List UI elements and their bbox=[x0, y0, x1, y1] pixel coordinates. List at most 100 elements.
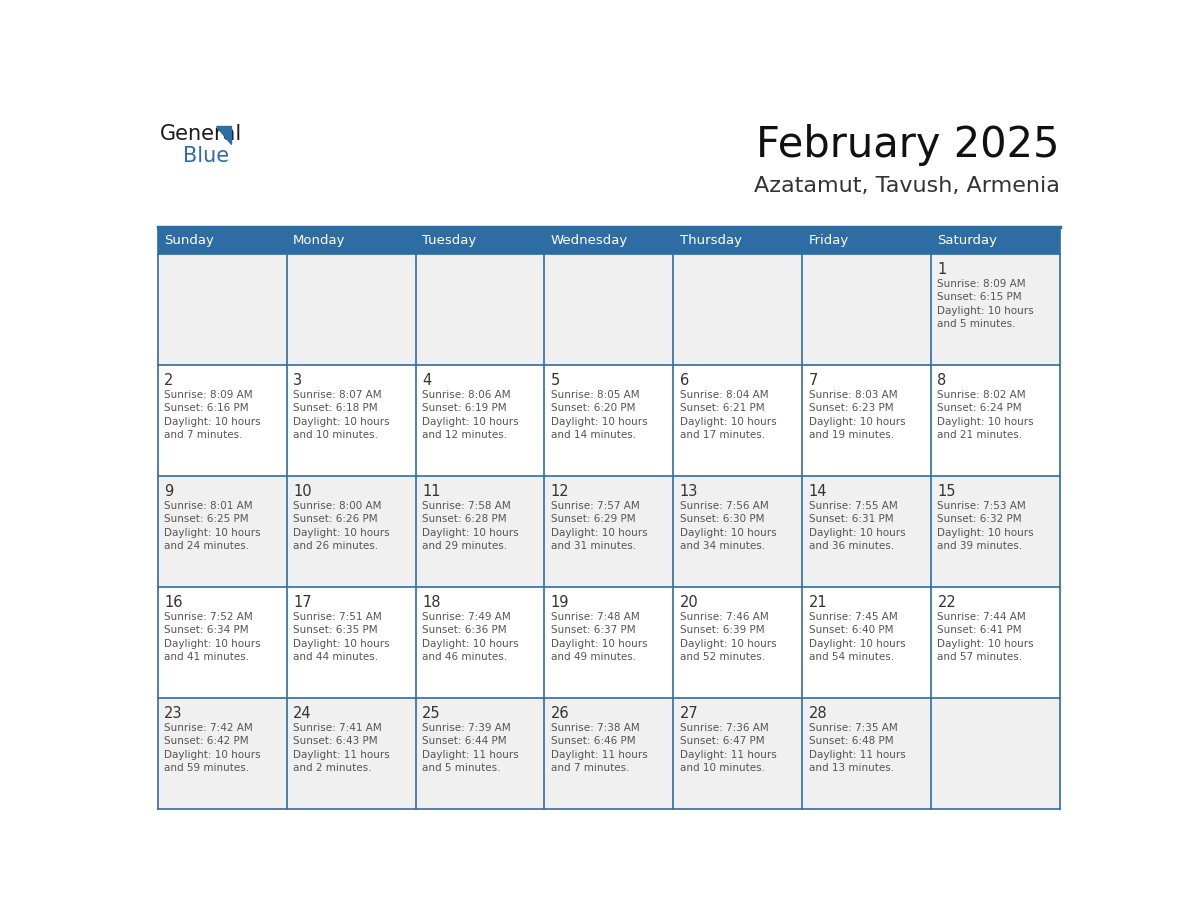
Text: and 10 minutes.: and 10 minutes. bbox=[680, 764, 765, 773]
Text: 5: 5 bbox=[551, 373, 560, 388]
Text: 7: 7 bbox=[809, 373, 819, 388]
Text: Wednesday: Wednesday bbox=[551, 234, 628, 247]
Text: Sunset: 6:44 PM: Sunset: 6:44 PM bbox=[422, 736, 506, 746]
Text: and 19 minutes.: and 19 minutes. bbox=[809, 431, 893, 441]
Text: and 5 minutes.: and 5 minutes. bbox=[937, 319, 1016, 330]
Bar bbox=[544, 227, 674, 254]
Bar bbox=[158, 254, 1060, 365]
Text: Sunrise: 7:57 AM: Sunrise: 7:57 AM bbox=[551, 501, 639, 510]
Text: Tuesday: Tuesday bbox=[422, 234, 476, 247]
Text: Sunrise: 8:03 AM: Sunrise: 8:03 AM bbox=[809, 390, 897, 400]
Text: Sunrise: 7:46 AM: Sunrise: 7:46 AM bbox=[680, 612, 769, 621]
Text: 27: 27 bbox=[680, 706, 699, 721]
Text: and 59 minutes.: and 59 minutes. bbox=[164, 764, 249, 773]
Text: Daylight: 10 hours: Daylight: 10 hours bbox=[937, 528, 1034, 538]
Text: Sunset: 6:26 PM: Sunset: 6:26 PM bbox=[293, 514, 378, 524]
Bar bbox=[158, 227, 286, 254]
Text: Sunrise: 8:04 AM: Sunrise: 8:04 AM bbox=[680, 390, 769, 400]
Text: 21: 21 bbox=[809, 595, 827, 610]
Text: 8: 8 bbox=[937, 373, 947, 388]
Text: Sunset: 6:19 PM: Sunset: 6:19 PM bbox=[422, 403, 506, 413]
Text: and 44 minutes.: and 44 minutes. bbox=[293, 653, 378, 662]
Text: Daylight: 10 hours: Daylight: 10 hours bbox=[551, 417, 647, 427]
Text: Sunset: 6:32 PM: Sunset: 6:32 PM bbox=[937, 514, 1022, 524]
Text: 2: 2 bbox=[164, 373, 173, 388]
Text: 9: 9 bbox=[164, 484, 173, 498]
Text: 18: 18 bbox=[422, 595, 441, 610]
Text: Daylight: 11 hours: Daylight: 11 hours bbox=[551, 750, 647, 760]
Text: and 39 minutes.: and 39 minutes. bbox=[937, 542, 1023, 552]
Text: Sunrise: 7:39 AM: Sunrise: 7:39 AM bbox=[422, 723, 511, 733]
Text: Sunset: 6:42 PM: Sunset: 6:42 PM bbox=[164, 736, 248, 746]
Text: Sunset: 6:30 PM: Sunset: 6:30 PM bbox=[680, 514, 764, 524]
Text: Sunset: 6:16 PM: Sunset: 6:16 PM bbox=[164, 403, 248, 413]
Text: and 46 minutes.: and 46 minutes. bbox=[422, 653, 507, 662]
Bar bbox=[158, 588, 1060, 699]
Text: and 31 minutes.: and 31 minutes. bbox=[551, 542, 636, 552]
Text: 3: 3 bbox=[293, 373, 302, 388]
Text: Sunrise: 7:52 AM: Sunrise: 7:52 AM bbox=[164, 612, 253, 621]
Text: 20: 20 bbox=[680, 595, 699, 610]
Text: and 52 minutes.: and 52 minutes. bbox=[680, 653, 765, 662]
Text: Sunrise: 8:07 AM: Sunrise: 8:07 AM bbox=[293, 390, 381, 400]
Text: February 2025: February 2025 bbox=[757, 124, 1060, 166]
Text: Sunrise: 8:09 AM: Sunrise: 8:09 AM bbox=[164, 390, 253, 400]
Text: and 36 minutes.: and 36 minutes. bbox=[809, 542, 893, 552]
Text: Daylight: 10 hours: Daylight: 10 hours bbox=[164, 639, 261, 649]
Text: Sunrise: 7:38 AM: Sunrise: 7:38 AM bbox=[551, 723, 639, 733]
Text: Sunrise: 7:36 AM: Sunrise: 7:36 AM bbox=[680, 723, 769, 733]
Text: and 5 minutes.: and 5 minutes. bbox=[422, 764, 500, 773]
Text: and 10 minutes.: and 10 minutes. bbox=[293, 431, 378, 441]
Text: 12: 12 bbox=[551, 484, 569, 498]
Text: Daylight: 11 hours: Daylight: 11 hours bbox=[422, 750, 519, 760]
Text: 4: 4 bbox=[422, 373, 431, 388]
Text: Daylight: 10 hours: Daylight: 10 hours bbox=[551, 528, 647, 538]
Text: Sunrise: 7:35 AM: Sunrise: 7:35 AM bbox=[809, 723, 897, 733]
Text: and 24 minutes.: and 24 minutes. bbox=[164, 542, 249, 552]
Text: Sunset: 6:23 PM: Sunset: 6:23 PM bbox=[809, 403, 893, 413]
Text: Sunset: 6:36 PM: Sunset: 6:36 PM bbox=[422, 625, 506, 635]
Text: 22: 22 bbox=[937, 595, 956, 610]
Text: Daylight: 10 hours: Daylight: 10 hours bbox=[680, 639, 776, 649]
Text: Sunset: 6:47 PM: Sunset: 6:47 PM bbox=[680, 736, 764, 746]
Text: and 49 minutes.: and 49 minutes. bbox=[551, 653, 636, 662]
Text: 16: 16 bbox=[164, 595, 183, 610]
Text: Sunrise: 7:49 AM: Sunrise: 7:49 AM bbox=[422, 612, 511, 621]
Text: 14: 14 bbox=[809, 484, 827, 498]
Text: Sunset: 6:18 PM: Sunset: 6:18 PM bbox=[293, 403, 378, 413]
Text: Daylight: 10 hours: Daylight: 10 hours bbox=[809, 417, 905, 427]
Text: Sunset: 6:34 PM: Sunset: 6:34 PM bbox=[164, 625, 248, 635]
Text: Daylight: 10 hours: Daylight: 10 hours bbox=[422, 528, 519, 538]
Text: Sunrise: 8:00 AM: Sunrise: 8:00 AM bbox=[293, 501, 381, 510]
Text: 15: 15 bbox=[937, 484, 956, 498]
Bar bbox=[802, 227, 931, 254]
Text: Sunset: 6:20 PM: Sunset: 6:20 PM bbox=[551, 403, 636, 413]
Text: Sunset: 6:37 PM: Sunset: 6:37 PM bbox=[551, 625, 636, 635]
Text: 1: 1 bbox=[937, 262, 947, 277]
Bar bbox=[674, 227, 802, 254]
Text: and 54 minutes.: and 54 minutes. bbox=[809, 653, 893, 662]
Text: and 26 minutes.: and 26 minutes. bbox=[293, 542, 378, 552]
Text: Monday: Monday bbox=[293, 234, 346, 247]
Bar bbox=[158, 365, 1060, 476]
Text: Daylight: 10 hours: Daylight: 10 hours bbox=[809, 639, 905, 649]
Text: Sunset: 6:15 PM: Sunset: 6:15 PM bbox=[937, 292, 1022, 302]
Text: Blue: Blue bbox=[183, 146, 229, 165]
Polygon shape bbox=[216, 127, 232, 144]
Text: and 57 minutes.: and 57 minutes. bbox=[937, 653, 1023, 662]
Text: Daylight: 10 hours: Daylight: 10 hours bbox=[937, 639, 1034, 649]
Text: Daylight: 10 hours: Daylight: 10 hours bbox=[164, 750, 261, 760]
Text: and 7 minutes.: and 7 minutes. bbox=[164, 431, 242, 441]
Text: Sunrise: 7:41 AM: Sunrise: 7:41 AM bbox=[293, 723, 381, 733]
Text: Daylight: 10 hours: Daylight: 10 hours bbox=[293, 528, 390, 538]
Text: Sunset: 6:25 PM: Sunset: 6:25 PM bbox=[164, 514, 248, 524]
Text: Sunset: 6:35 PM: Sunset: 6:35 PM bbox=[293, 625, 378, 635]
Text: and 14 minutes.: and 14 minutes. bbox=[551, 431, 636, 441]
Text: and 12 minutes.: and 12 minutes. bbox=[422, 431, 507, 441]
Bar bbox=[416, 227, 544, 254]
Text: Sunset: 6:28 PM: Sunset: 6:28 PM bbox=[422, 514, 506, 524]
Text: Sunrise: 7:51 AM: Sunrise: 7:51 AM bbox=[293, 612, 381, 621]
Text: and 34 minutes.: and 34 minutes. bbox=[680, 542, 765, 552]
Text: Daylight: 11 hours: Daylight: 11 hours bbox=[809, 750, 905, 760]
Text: Sunday: Sunday bbox=[164, 234, 214, 247]
